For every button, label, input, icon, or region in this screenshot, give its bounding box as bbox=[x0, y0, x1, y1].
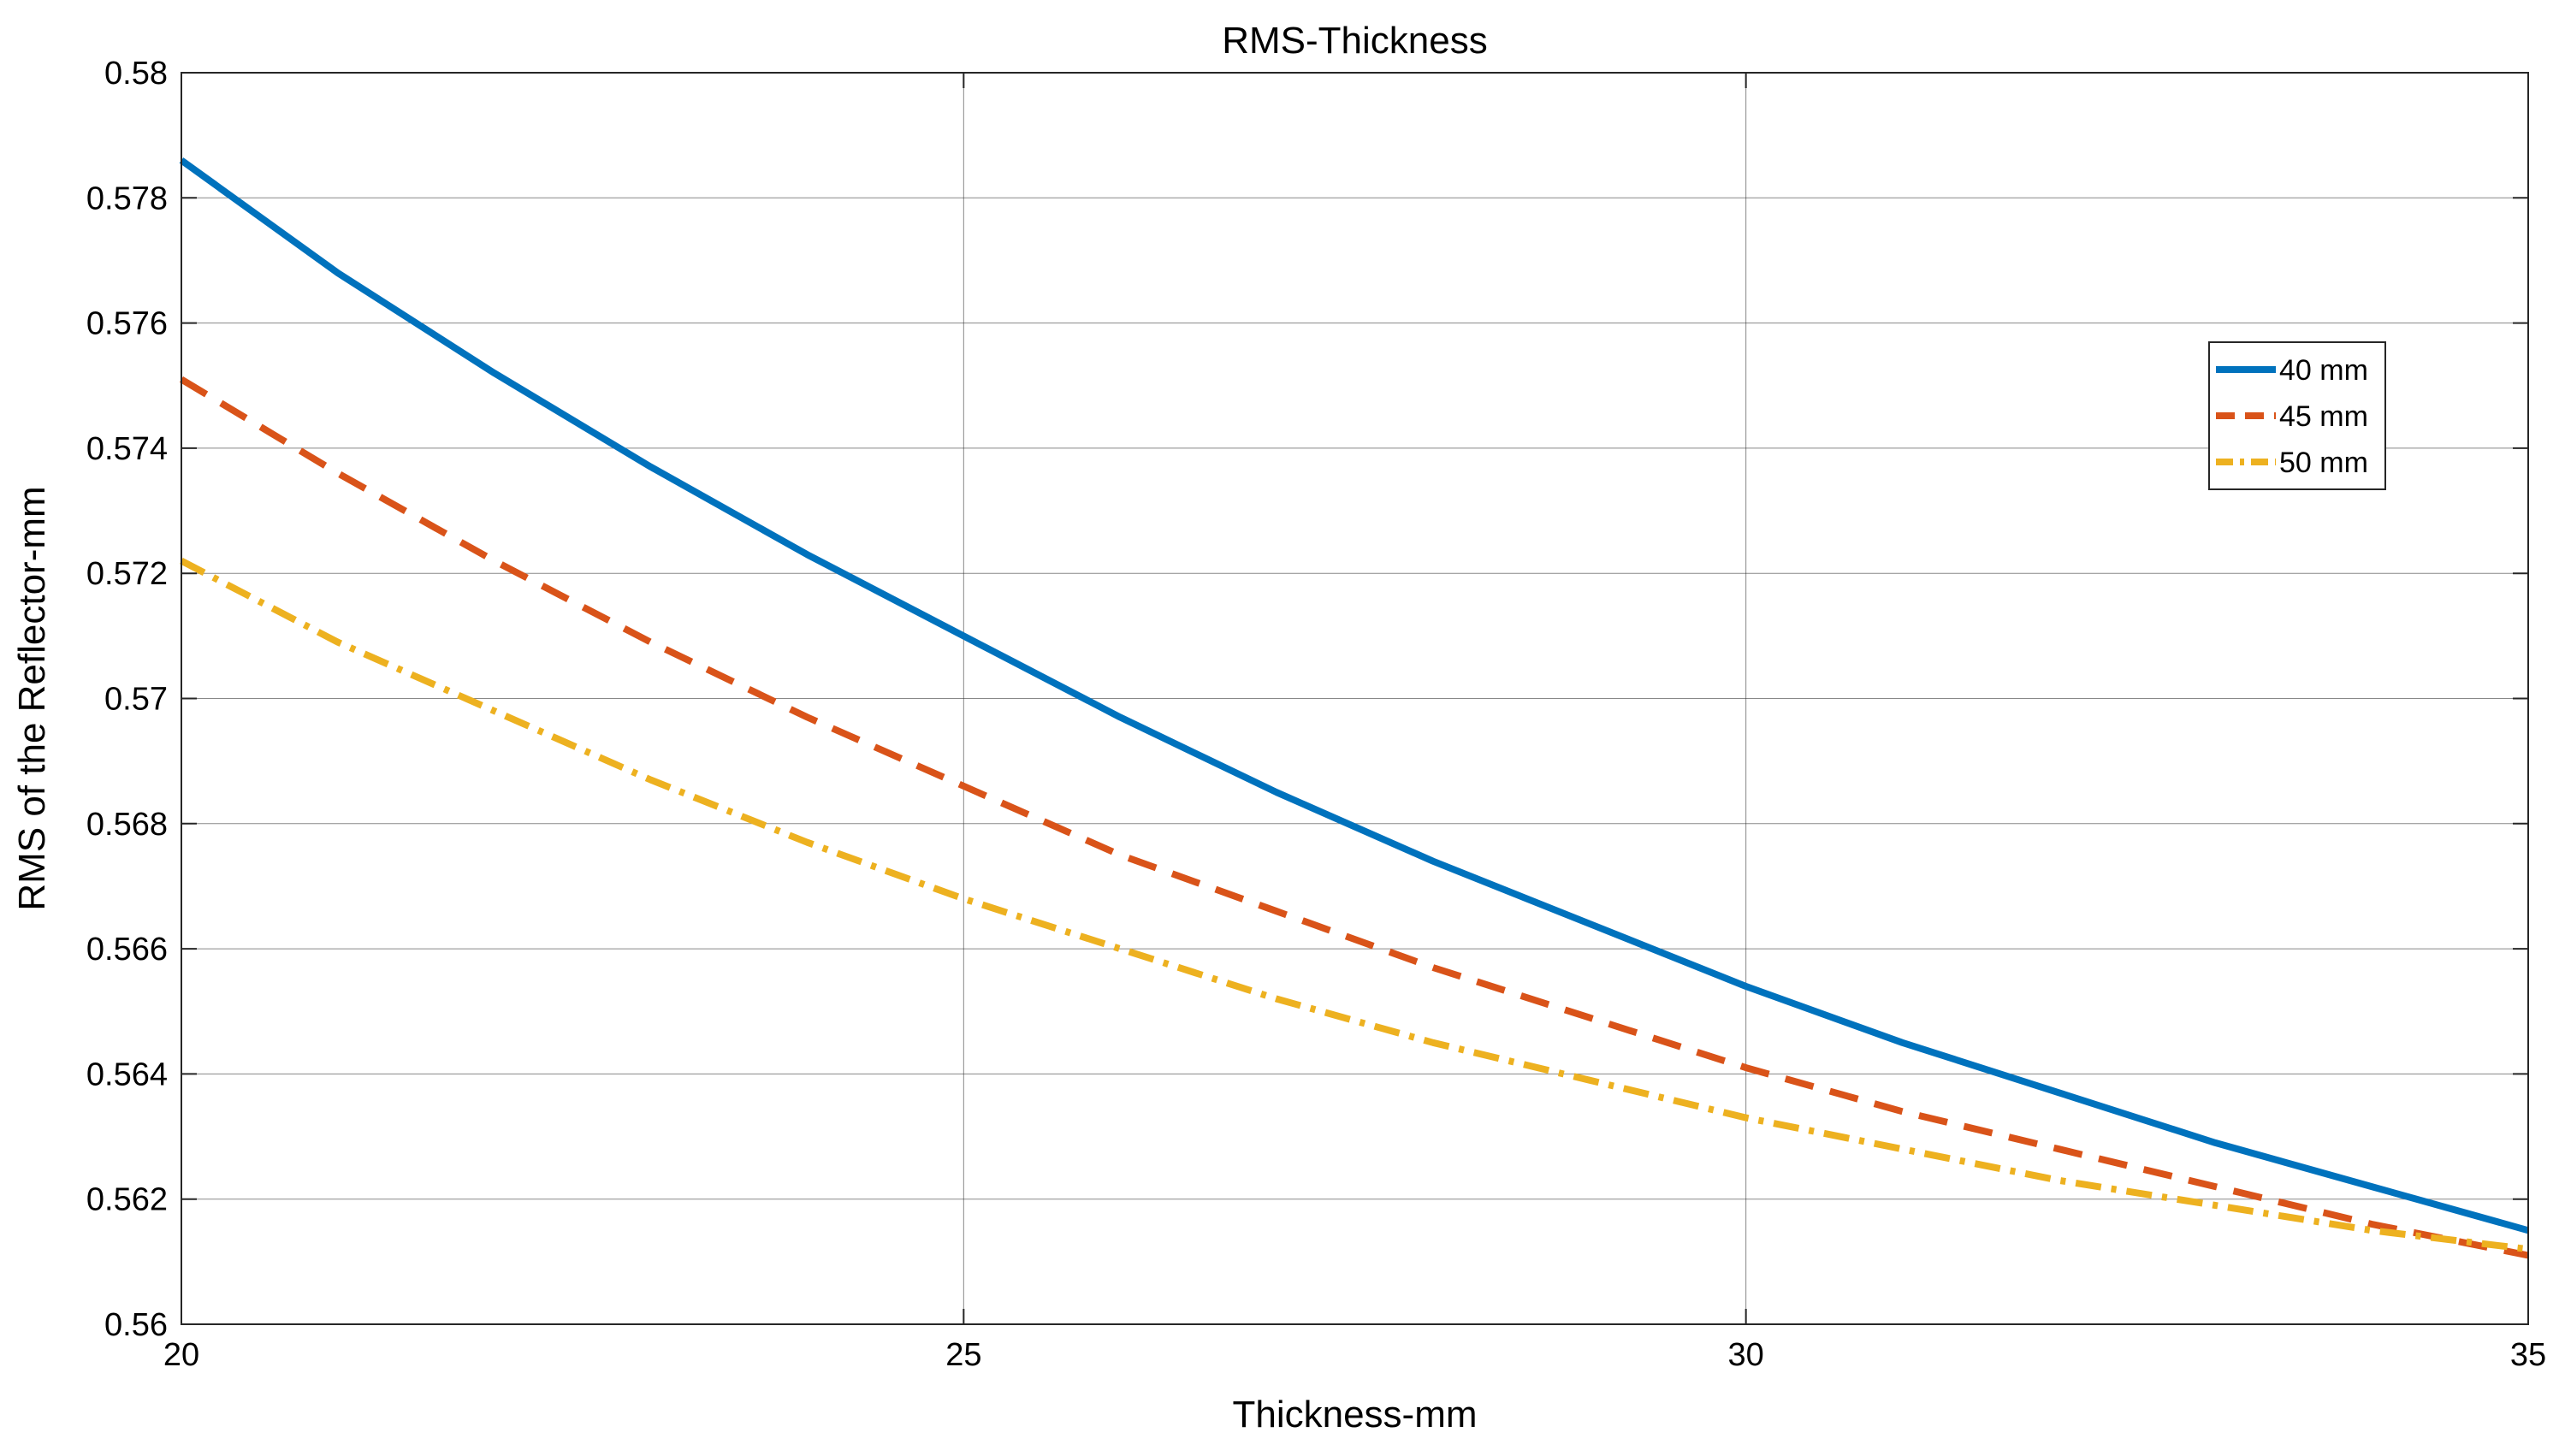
y-tick-label: 0.57 bbox=[104, 682, 168, 718]
legend-label: 45 mm bbox=[2279, 400, 2368, 433]
x-axis-title: Thickness-mm bbox=[1232, 1394, 1477, 1435]
series-group bbox=[179, 157, 2530, 1259]
y-tick-label: 0.564 bbox=[86, 1056, 168, 1092]
chart-title: RMS-Thickness bbox=[1222, 20, 1488, 62]
y-tick-label: 0.568 bbox=[86, 807, 168, 843]
y-tick-label: 0.562 bbox=[86, 1182, 168, 1218]
axis-ticks: 20 25 30 35 0.56 0.562 0.564 0.566 0.568 0.57 0.57… bbox=[86, 56, 2546, 1373]
y-tick-label: 0.566 bbox=[86, 932, 168, 968]
series-line-40-mm bbox=[179, 157, 2530, 1234]
y-tick-label: 0.576 bbox=[86, 306, 168, 342]
legend-label: 40 mm bbox=[2279, 354, 2368, 387]
legend-label: 50 mm bbox=[2279, 447, 2368, 479]
y-tick-label: 0.572 bbox=[86, 556, 168, 592]
legend: 40 mm 45 mm 50 mm bbox=[2208, 341, 2386, 490]
y-tick-label: 0.574 bbox=[86, 431, 168, 467]
y-tick-label: 0.578 bbox=[86, 181, 168, 216]
series-line-45-mm bbox=[179, 376, 2529, 1259]
y-tick-label: 0.56 bbox=[104, 1307, 168, 1343]
y-tick-label: 0.58 bbox=[104, 56, 168, 92]
grid-lines bbox=[181, 73, 2528, 1324]
x-tick-label: 25 bbox=[945, 1337, 981, 1373]
series-line-50-mm bbox=[180, 558, 2529, 1253]
x-tick-label: 30 bbox=[1728, 1337, 1764, 1373]
x-tick-label: 35 bbox=[2510, 1337, 2546, 1373]
y-axis-title: RMS of the Reflector-mm bbox=[11, 486, 53, 910]
x-tick-label: 20 bbox=[163, 1337, 199, 1373]
